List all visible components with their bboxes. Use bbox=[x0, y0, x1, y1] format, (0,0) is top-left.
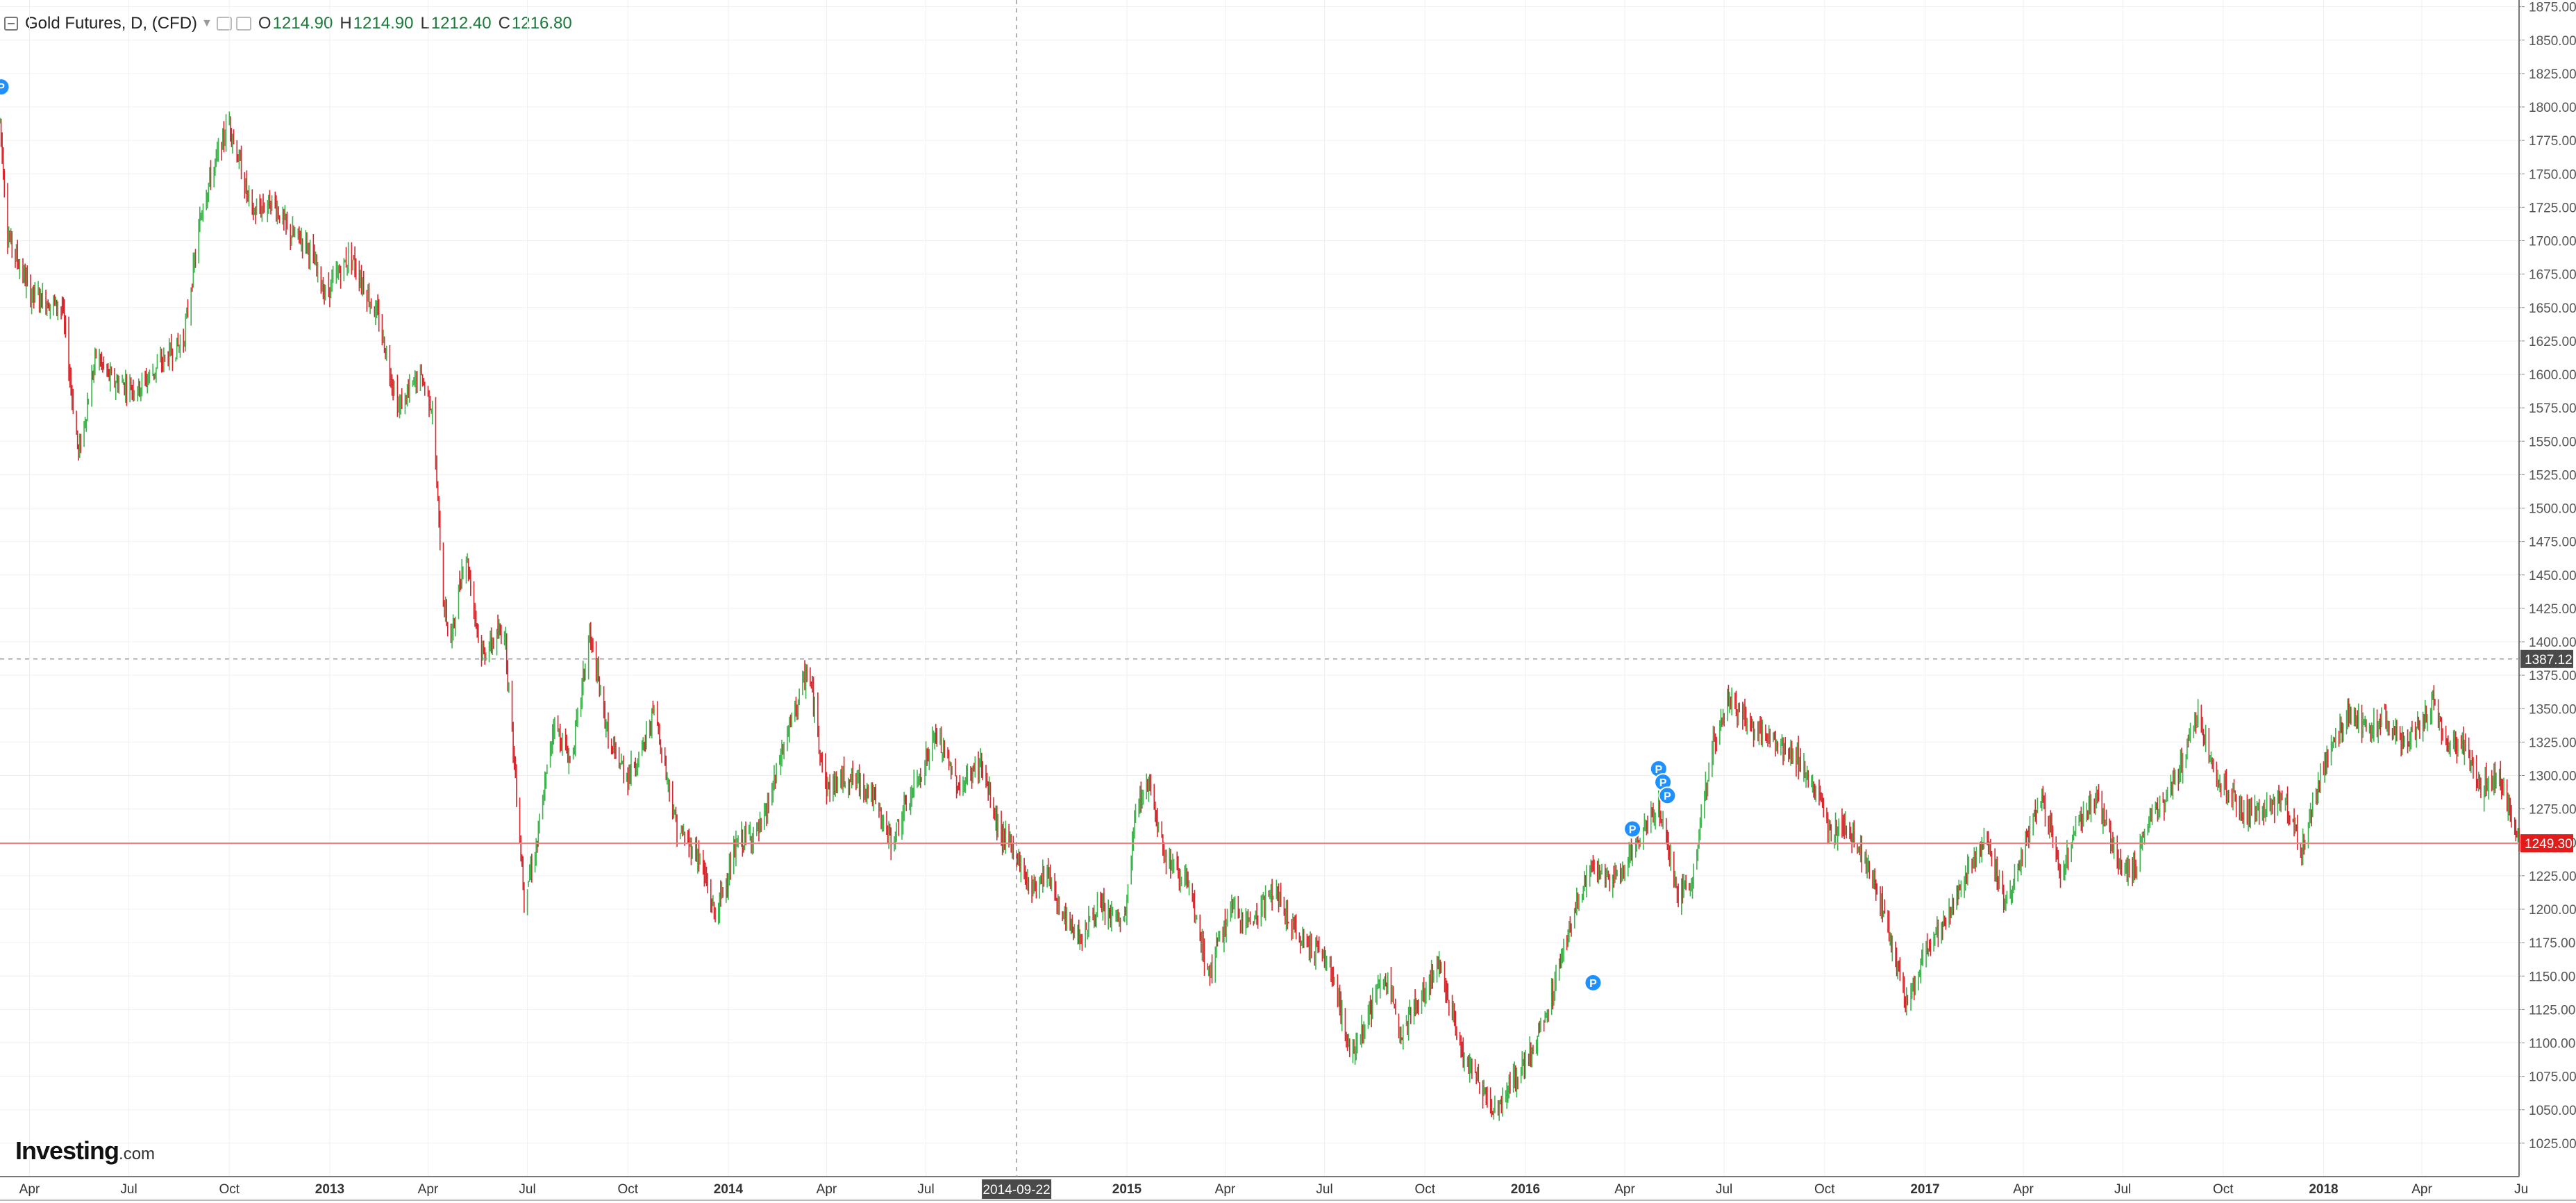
crosshair-date-badge bbox=[982, 1179, 1052, 1199]
event-marker-label: P bbox=[1664, 790, 1671, 802]
event-marker-label: P bbox=[1629, 824, 1637, 836]
y-tick-label: 1850.00 bbox=[2529, 34, 2576, 49]
y-tick-label: 1675.00 bbox=[2529, 268, 2576, 283]
event-marker-label: P bbox=[1589, 978, 1597, 990]
event-marker[interactable] bbox=[1584, 973, 1603, 992]
y-tick-label: 1550.00 bbox=[2529, 435, 2576, 449]
x-tick-label: Jul bbox=[917, 1182, 934, 1197]
y-tick-label: 1800.00 bbox=[2529, 101, 2576, 115]
x-tick-label: Jul bbox=[1316, 1182, 1332, 1197]
x-tick-label: Apr bbox=[2411, 1182, 2432, 1197]
ohlc-open: O1214.90 bbox=[258, 14, 333, 33]
y-tick-label: 1200.00 bbox=[2529, 903, 2576, 918]
y-tick-label: 1350.00 bbox=[2529, 702, 2576, 717]
x-tick-label: Jul bbox=[519, 1182, 535, 1197]
y-tick-label: 1100.00 bbox=[2529, 1037, 2575, 1052]
x-tick-label: 2014 bbox=[714, 1182, 744, 1197]
symbol-title[interactable]: Gold Futures, D, (CFD) bbox=[25, 14, 198, 33]
y-tick-label: 1025.00 bbox=[2529, 1137, 2576, 1152]
y-tick-label: 1125.00 bbox=[2529, 1003, 2575, 1018]
y-tick-label: 1750.00 bbox=[2529, 167, 2576, 182]
y-tick-label: 1275.00 bbox=[2529, 803, 2576, 818]
y-tick-label: 1625.00 bbox=[2529, 335, 2576, 349]
crosshair-date-label: 2014-09-22 bbox=[982, 1183, 1050, 1197]
x-tick-label: 2013 bbox=[315, 1182, 344, 1197]
y-tick-label: 1525.00 bbox=[2529, 468, 2576, 483]
ohlc-high: H1214.90 bbox=[340, 14, 414, 33]
chevron-down-icon[interactable]: ▼ bbox=[201, 17, 212, 29]
ohlc-low: L1212.40 bbox=[420, 14, 492, 33]
y-tick-label: 1825.00 bbox=[2529, 67, 2576, 82]
y-tick-label: 1600.00 bbox=[2529, 368, 2576, 383]
x-tick-label: 2017 bbox=[1910, 1182, 1939, 1197]
x-tick-label: 2016 bbox=[1511, 1182, 1540, 1197]
collapse-legend-icon[interactable] bbox=[4, 17, 18, 31]
x-tick-label: Apr bbox=[2013, 1182, 2034, 1197]
visibility-toggle-icon[interactable] bbox=[216, 17, 232, 31]
event-marker-label: P bbox=[1655, 764, 1662, 776]
x-tick-label: Apr bbox=[1614, 1182, 1635, 1197]
y-tick-label: 1300.00 bbox=[2529, 770, 2576, 784]
y-tick-label: 1175.00 bbox=[2529, 936, 2575, 951]
y-tick-label: 1775.00 bbox=[2529, 134, 2576, 149]
event-marker-label: P bbox=[1659, 777, 1667, 789]
y-tick-label: 1400.00 bbox=[2529, 636, 2576, 650]
settings-icon[interactable] bbox=[235, 17, 251, 31]
x-tick-label: Jul bbox=[2114, 1182, 2131, 1197]
event-marker[interactable] bbox=[0, 78, 10, 97]
event-marker-label: P bbox=[0, 82, 5, 94]
x-tick-label: Oct bbox=[1414, 1182, 1435, 1197]
investing-logo: Investing.com bbox=[15, 1136, 156, 1165]
chart-legend: Gold Futures, D, (CFD) ▼ O1214.90 H1214.… bbox=[4, 10, 572, 38]
x-tick-label: 2018 bbox=[2309, 1182, 2338, 1197]
x-tick-label: Ju bbox=[2514, 1182, 2528, 1197]
x-tick-label: Jul bbox=[120, 1182, 137, 1197]
x-tick-label: Oct bbox=[219, 1182, 240, 1197]
x-tick-label: Apr bbox=[19, 1182, 40, 1197]
y-tick-label: 1425.00 bbox=[2529, 602, 2576, 617]
crosshair-price-label: 1387.12 bbox=[2525, 653, 2573, 667]
y-tick-label: 1650.00 bbox=[2529, 301, 2576, 316]
x-tick-label: Jul bbox=[1716, 1182, 1732, 1197]
y-tick-label: 1575.00 bbox=[2529, 401, 2576, 416]
y-tick-label: 1225.00 bbox=[2529, 870, 2576, 884]
y-tick-label: 1150.00 bbox=[2529, 970, 2575, 984]
ohlc-close: C1216.80 bbox=[498, 14, 572, 33]
y-tick-label: 1700.00 bbox=[2529, 235, 2576, 249]
x-tick-label: Oct bbox=[1814, 1182, 1835, 1197]
x-tick-label: 2015 bbox=[1112, 1182, 1142, 1197]
y-tick-label: 1500.00 bbox=[2529, 502, 2576, 517]
y-tick-label: 1475.00 bbox=[2529, 536, 2576, 550]
y-tick-label: 1450.00 bbox=[2529, 569, 2576, 583]
last-price-badge bbox=[2520, 834, 2573, 853]
x-tick-label: Apr bbox=[817, 1182, 837, 1197]
x-tick-label: Oct bbox=[2213, 1182, 2234, 1197]
last-price-label: 1249.30 bbox=[2525, 837, 2573, 852]
x-tick-label: Oct bbox=[617, 1182, 638, 1197]
y-tick-label: 1075.00 bbox=[2529, 1070, 2576, 1085]
y-tick-label: 1725.00 bbox=[2529, 201, 2576, 215]
event-marker[interactable] bbox=[1623, 820, 1642, 838]
x-tick-label: Apr bbox=[418, 1182, 439, 1197]
crosshair-price-badge bbox=[2520, 649, 2573, 668]
y-tick-label: 1050.00 bbox=[2529, 1104, 2576, 1118]
y-tick-label: 1875.00 bbox=[2529, 1, 2576, 15]
y-tick-label: 1375.00 bbox=[2529, 669, 2576, 683]
x-tick-label: Apr bbox=[1215, 1182, 1236, 1197]
y-tick-label: 1325.00 bbox=[2529, 736, 2576, 750]
event-marker[interactable] bbox=[1658, 786, 1677, 805]
